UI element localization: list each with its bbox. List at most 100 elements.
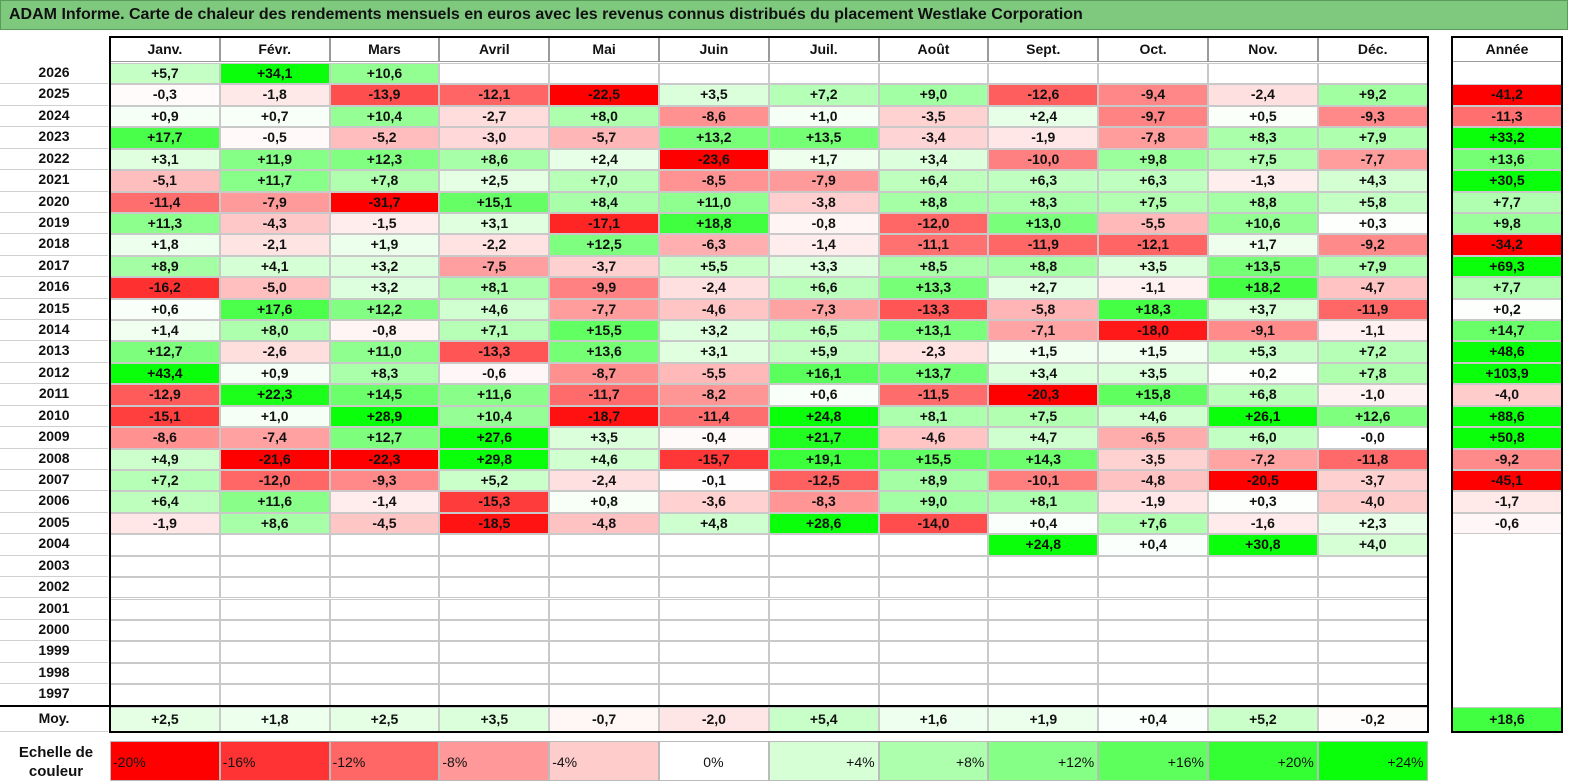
heatmap-cell: +12,3: [329, 148, 440, 171]
empty-cell: [439, 641, 550, 663]
average-cell: +1,9: [988, 707, 1099, 732]
year-label: 2024: [0, 105, 108, 128]
heatmap-cell: +5,9: [768, 341, 879, 363]
empty-cell: [1098, 684, 1208, 706]
year-label: 2011: [0, 384, 108, 406]
heatmap-cell: +6,3: [1098, 170, 1208, 192]
empty-cell: [549, 641, 659, 663]
month-header: Juil.: [768, 37, 879, 62]
heatmap-cell: +0,9: [219, 362, 330, 385]
heatmap-cell: -1,8: [219, 84, 330, 106]
heatmap-cell: +30,8: [1208, 534, 1318, 556]
heatmap-cell: -1,1: [1317, 320, 1428, 342]
heatmap-cell: -20,3: [988, 384, 1099, 406]
empty-cell: [988, 577, 1099, 599]
heatmap-cell: -6,3: [659, 234, 769, 256]
year-label: 2009: [0, 427, 108, 449]
heatmap-cell: +5,2: [439, 469, 550, 492]
month-header: Juin: [659, 37, 769, 62]
heatmap-cell: -12,1: [439, 84, 550, 106]
heatmap-cell: -4,7: [1317, 277, 1428, 299]
heatmap-cell: -11,7: [549, 384, 659, 406]
empty-cell: [329, 598, 440, 620]
heatmap-cell: -3,6: [659, 491, 769, 513]
heatmap-cell: +8,3: [1208, 127, 1318, 149]
empty-cell: [219, 662, 330, 685]
empty-cell: [988, 619, 1099, 642]
heatmap-cell: -9,1: [1208, 320, 1318, 342]
empty-cell: [878, 662, 989, 685]
heatmap-cell: -11,5: [878, 384, 989, 406]
annual-cell: +0,2: [1452, 298, 1562, 321]
empty-annual-cell: [1452, 641, 1562, 663]
empty-cell: [1208, 684, 1318, 706]
heatmap-cell: -9,9: [549, 277, 659, 299]
heatmap-cell: -9,7: [1098, 105, 1208, 128]
heatmap-cell: +27,6: [439, 427, 550, 449]
heatmap-cell: -2,4: [549, 469, 659, 492]
empty-cell: [110, 598, 220, 620]
heatmap-cell: -18,7: [549, 405, 659, 428]
empty-cell: [1098, 598, 1208, 620]
empty-cell: [1098, 63, 1208, 85]
annual-cell: +14,7: [1452, 320, 1562, 342]
annual-cell: -1,7: [1452, 491, 1562, 513]
empty-cell: [110, 684, 220, 706]
heatmap-cell: +3,5: [1098, 255, 1208, 278]
heatmap-cell: -7,7: [1317, 148, 1428, 171]
annual-cell: +48,6: [1452, 341, 1562, 363]
color-scale-step: +16%: [1098, 741, 1208, 781]
heatmap-cell: +13,0: [988, 212, 1099, 235]
heatmap-cell: +1,0: [768, 105, 879, 128]
heatmap-cell: +13,5: [1208, 255, 1318, 278]
heatmap-cell: +3,2: [329, 277, 440, 299]
month-header: Nov.: [1208, 37, 1318, 62]
heatmap-cell: -9,2: [1317, 234, 1428, 256]
annual-cell: +33,2: [1452, 127, 1562, 149]
heatmap-cell: +4,9: [110, 448, 220, 470]
heatmap-cell: -2,3: [878, 341, 989, 363]
empty-cell: [549, 619, 659, 642]
year-label: 1999: [0, 641, 108, 663]
heatmap-cell: -9,4: [1098, 84, 1208, 106]
heatmap-cell: +8,8: [878, 191, 989, 213]
year-label: 2013: [0, 341, 108, 363]
heatmap-cell: +15,8: [1098, 384, 1208, 406]
empty-cell: [219, 598, 330, 620]
heatmap-cell: +8,8: [988, 255, 1099, 278]
heatmap-cell: +9,2: [1317, 84, 1428, 106]
heatmap-cell: +1,7: [1208, 234, 1318, 256]
heatmap-cell: -22,5: [549, 84, 659, 106]
year-label: 2017: [0, 255, 108, 278]
heatmap-cell: -3,8: [768, 191, 879, 213]
empty-cell: [659, 619, 769, 642]
heatmap-cell: -4,5: [329, 512, 440, 535]
heatmap-cell: -10,0: [988, 148, 1099, 171]
color-scale-step: +4%: [768, 741, 879, 781]
year-label: 2000: [0, 619, 108, 642]
empty-cell: [1317, 684, 1428, 706]
empty-cell: [439, 662, 550, 685]
year-label: 2016: [0, 277, 108, 299]
month-header: Sept.: [988, 37, 1099, 62]
empty-cell: [1098, 577, 1208, 599]
heatmap-cell: +3,5: [1098, 362, 1208, 385]
heatmap-cell: +4,6: [439, 298, 550, 321]
heatmap-cell: +0,6: [110, 298, 220, 321]
heatmap-cell: +7,2: [110, 469, 220, 492]
heatmap-cell: +7,8: [329, 170, 440, 192]
heatmap-cell: -2,4: [1208, 84, 1318, 106]
empty-cell: [219, 619, 330, 642]
color-scale-step: -4%: [549, 741, 659, 781]
empty-cell: [768, 598, 879, 620]
heatmap-cell: -13,3: [439, 341, 550, 363]
empty-cell: [439, 598, 550, 620]
month-header: Janv.: [110, 37, 220, 62]
heatmap-cell: -5,0: [219, 277, 330, 299]
empty-cell: [1208, 555, 1318, 578]
empty-cell: [110, 534, 220, 556]
heatmap-cell: +14,5: [329, 384, 440, 406]
heatmap-cell: +2,3: [1317, 512, 1428, 535]
heatmap-cell: -15,1: [110, 405, 220, 428]
year-label: 2022: [0, 148, 108, 171]
